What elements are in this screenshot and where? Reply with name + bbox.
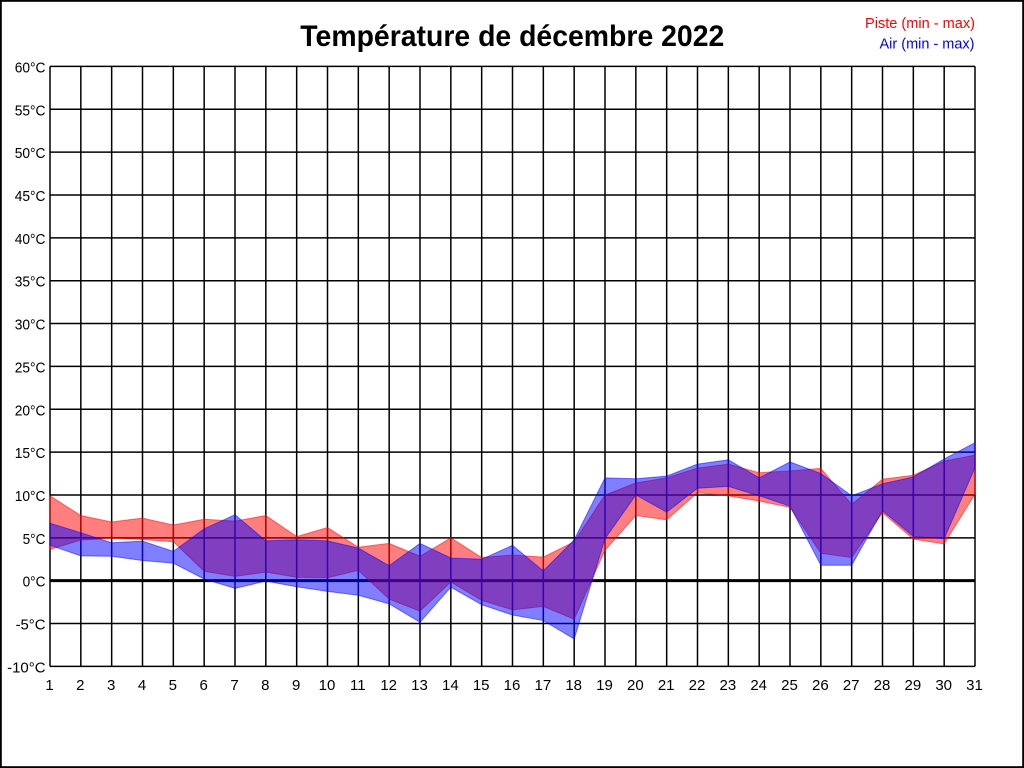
svg-text:-10°C: -10°C bbox=[7, 659, 46, 676]
svg-text:25: 25 bbox=[781, 677, 798, 694]
svg-text:19: 19 bbox=[596, 677, 613, 694]
svg-text:29: 29 bbox=[904, 677, 921, 694]
svg-text:15: 15 bbox=[473, 677, 490, 694]
svg-text:28: 28 bbox=[874, 677, 891, 694]
svg-text:18: 18 bbox=[565, 677, 582, 694]
svg-text:-5°C: -5°C bbox=[16, 617, 46, 634]
svg-text:15°C: 15°C bbox=[15, 445, 46, 462]
svg-text:9: 9 bbox=[292, 677, 300, 694]
svg-text:3: 3 bbox=[107, 677, 115, 694]
svg-text:22: 22 bbox=[689, 677, 706, 694]
svg-text:7: 7 bbox=[230, 677, 238, 694]
svg-text:25°C: 25°C bbox=[15, 359, 46, 376]
svg-text:6: 6 bbox=[199, 677, 207, 694]
svg-text:27: 27 bbox=[843, 677, 860, 694]
svg-text:40°C: 40°C bbox=[15, 231, 46, 248]
svg-text:5°C: 5°C bbox=[23, 531, 46, 548]
svg-text:20°C: 20°C bbox=[15, 402, 46, 419]
svg-text:30: 30 bbox=[935, 677, 952, 694]
svg-text:Température de décembre 2022: Température de décembre 2022 bbox=[300, 20, 724, 53]
svg-text:50°C: 50°C bbox=[15, 145, 46, 162]
svg-text:13: 13 bbox=[411, 677, 428, 694]
svg-text:Piste (min - max): Piste (min - max) bbox=[865, 15, 975, 32]
svg-text:8: 8 bbox=[261, 677, 269, 694]
svg-text:20: 20 bbox=[627, 677, 644, 694]
svg-text:26: 26 bbox=[812, 677, 829, 694]
svg-text:60°C: 60°C bbox=[15, 59, 46, 76]
svg-text:24: 24 bbox=[750, 677, 767, 694]
svg-text:55°C: 55°C bbox=[15, 102, 46, 119]
svg-text:45°C: 45°C bbox=[15, 188, 46, 205]
svg-text:1: 1 bbox=[45, 677, 53, 694]
svg-text:35°C: 35°C bbox=[15, 274, 46, 291]
svg-text:5: 5 bbox=[169, 677, 177, 694]
svg-text:10°C: 10°C bbox=[15, 488, 46, 505]
svg-text:11: 11 bbox=[350, 677, 366, 694]
svg-text:10: 10 bbox=[319, 677, 336, 694]
svg-text:17: 17 bbox=[534, 677, 551, 694]
svg-text:0°C: 0°C bbox=[23, 574, 46, 591]
svg-text:4: 4 bbox=[138, 677, 146, 694]
svg-text:12: 12 bbox=[380, 677, 397, 694]
svg-text:23: 23 bbox=[719, 677, 736, 694]
svg-text:2: 2 bbox=[76, 677, 84, 694]
svg-text:31: 31 bbox=[966, 677, 983, 694]
svg-text:Air (min - max): Air (min - max) bbox=[880, 35, 975, 52]
svg-text:21: 21 bbox=[658, 677, 675, 694]
svg-text:30°C: 30°C bbox=[15, 317, 46, 334]
svg-text:16: 16 bbox=[504, 677, 521, 694]
svg-text:14: 14 bbox=[442, 677, 459, 694]
